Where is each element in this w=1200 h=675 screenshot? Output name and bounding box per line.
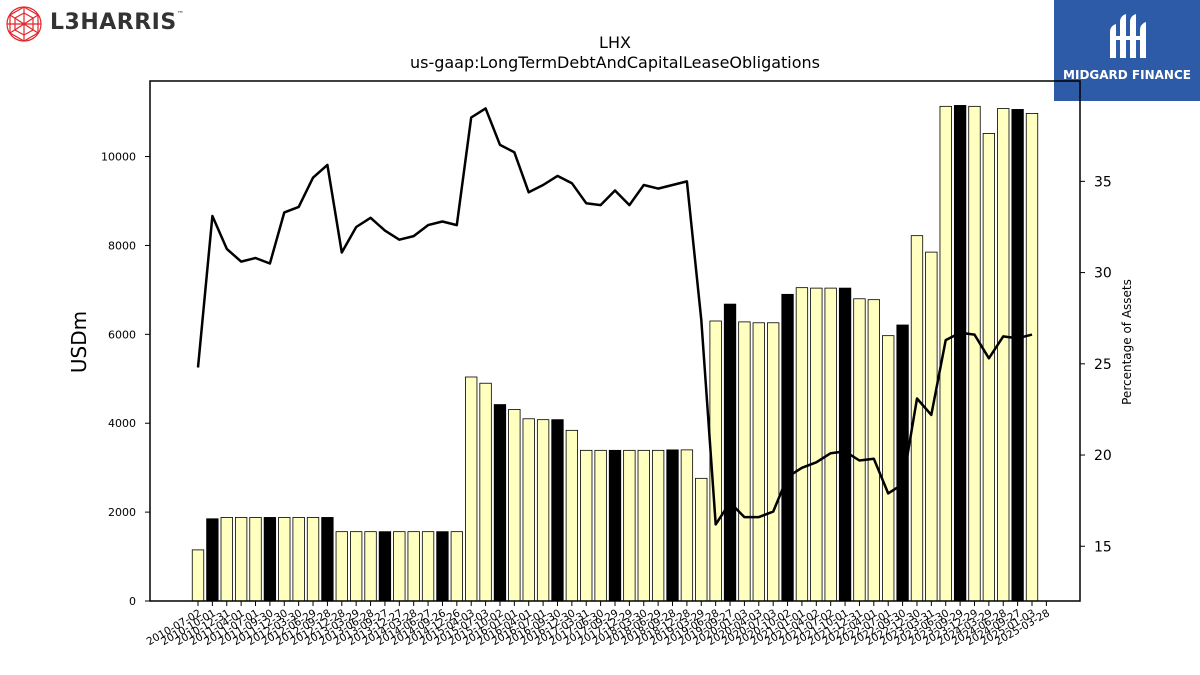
midgard-mark-icon	[1110, 14, 1146, 58]
bar-2012-03-30	[292, 517, 305, 602]
bars-layer	[191, 105, 1039, 602]
bar-2014-06-27	[421, 531, 435, 602]
bar-2020-07-03	[767, 322, 780, 602]
y2-ticks: 15 20 25 30 35	[1080, 174, 1112, 555]
l3harris-wordmark: L3HARRIS™	[50, 10, 185, 35]
bar-2012-09-28	[321, 517, 334, 602]
bar-2010-07-02	[191, 549, 205, 602]
bar-2021-12-31	[853, 298, 866, 602]
bar-2024-03-29	[982, 133, 996, 602]
midgard-wordmark: MIDGARD FINANCE	[1063, 68, 1191, 82]
bar-2022-04-01	[867, 299, 880, 602]
bar-2011-12-30	[278, 517, 291, 602]
bar-2024-06-28	[997, 108, 1010, 602]
bar-2017-09-29	[608, 449, 622, 602]
y-tick-label: 4000	[108, 417, 136, 430]
y2-axis-label: Percentage of Assets	[1120, 279, 1134, 405]
y-tick-label: 6000	[108, 328, 136, 341]
chart-title: LHX	[599, 33, 631, 52]
bar-2016-09-30	[551, 419, 564, 602]
bar-2021-01-01	[795, 287, 809, 602]
bar-2011-07-01	[249, 517, 262, 602]
bar-2018-09-28	[666, 449, 679, 602]
bar-2014-12-26	[450, 531, 463, 602]
l3harris-logo: L3HARRIS™	[4, 4, 204, 44]
bar-2013-03-29	[350, 531, 363, 602]
chart-subtitle: us-gaap:LongTermDebtAndCapitalLeaseOblig…	[410, 53, 820, 72]
y-axis-label: USDm	[67, 311, 91, 373]
bar-2023-03-31	[925, 251, 938, 602]
bar-2013-06-28	[364, 531, 377, 602]
y-tick-label: 8000	[108, 239, 136, 252]
bar-2016-07-01	[536, 419, 550, 602]
bar-2011-04-01	[234, 517, 248, 602]
y-ticks: 0 2000 4000 6000 8000 10000	[101, 151, 150, 608]
bar-2018-06-29	[651, 449, 665, 602]
bar-2018-03-30	[637, 449, 650, 602]
y2-tick-label: 15	[1094, 539, 1112, 555]
bar-2019-09-27	[723, 303, 737, 602]
bar-2016-01-01	[508, 409, 521, 602]
geodesic-sphere-icon	[6, 6, 42, 42]
bar-2014-09-26	[436, 531, 449, 602]
bar-2014-03-28	[407, 531, 420, 602]
bar-2017-06-30	[594, 449, 607, 602]
bar-2010-10-01	[206, 518, 219, 602]
bar-2020-04-03	[752, 322, 765, 602]
bar-2023-12-29	[968, 105, 981, 602]
bar-2015-04-03	[465, 376, 478, 602]
bar-2016-12-30	[565, 429, 579, 602]
bar-2023-09-29	[953, 105, 967, 602]
y2-tick-label: 30	[1094, 266, 1112, 282]
bar-2021-07-02	[824, 287, 837, 602]
bar-2016-04-01	[522, 418, 535, 602]
bar-2017-12-29	[623, 449, 636, 602]
bar-2018-12-28	[680, 449, 694, 602]
bar-2021-10-01	[838, 287, 852, 602]
bar-2012-12-28	[335, 531, 348, 602]
bar-2015-07-03	[479, 382, 492, 602]
bar-2022-07-01	[882, 335, 895, 602]
line-layer	[196, 107, 1033, 526]
bar-2019-03-29	[695, 477, 708, 602]
bar-2013-09-27	[378, 531, 392, 602]
bar-2021-04-02	[810, 287, 823, 602]
y2-tick-label: 25	[1094, 357, 1112, 373]
x-ticks: 2010-07-022010-10-012010-12-312011-04-01…	[145, 601, 1052, 648]
bar-2013-12-27	[393, 531, 406, 602]
bar-2011-09-30	[263, 517, 277, 602]
y-tick-label: 10000	[101, 151, 136, 164]
bar-2023-06-30	[939, 105, 952, 602]
y2-tick-label: 35	[1094, 174, 1112, 190]
bar-2017-03-31	[580, 449, 593, 602]
bar-2020-10-02	[781, 293, 794, 602]
bar-2015-10-02	[493, 404, 507, 602]
midgard-finance-logo: MIDGARD FINANCE	[1054, 0, 1200, 101]
bar-2010-12-31	[220, 517, 233, 602]
y-tick-label: 2000	[108, 506, 136, 519]
y-tick-label: 0	[129, 595, 136, 608]
bar-2025-01-03	[1025, 113, 1039, 602]
bar-2020-01-03	[738, 321, 751, 602]
y2-tick-label: 20	[1094, 448, 1112, 464]
bar-2012-06-29	[306, 517, 320, 602]
percentage-of-assets-line	[196, 107, 1033, 526]
bar-2024-09-27	[1011, 109, 1024, 602]
